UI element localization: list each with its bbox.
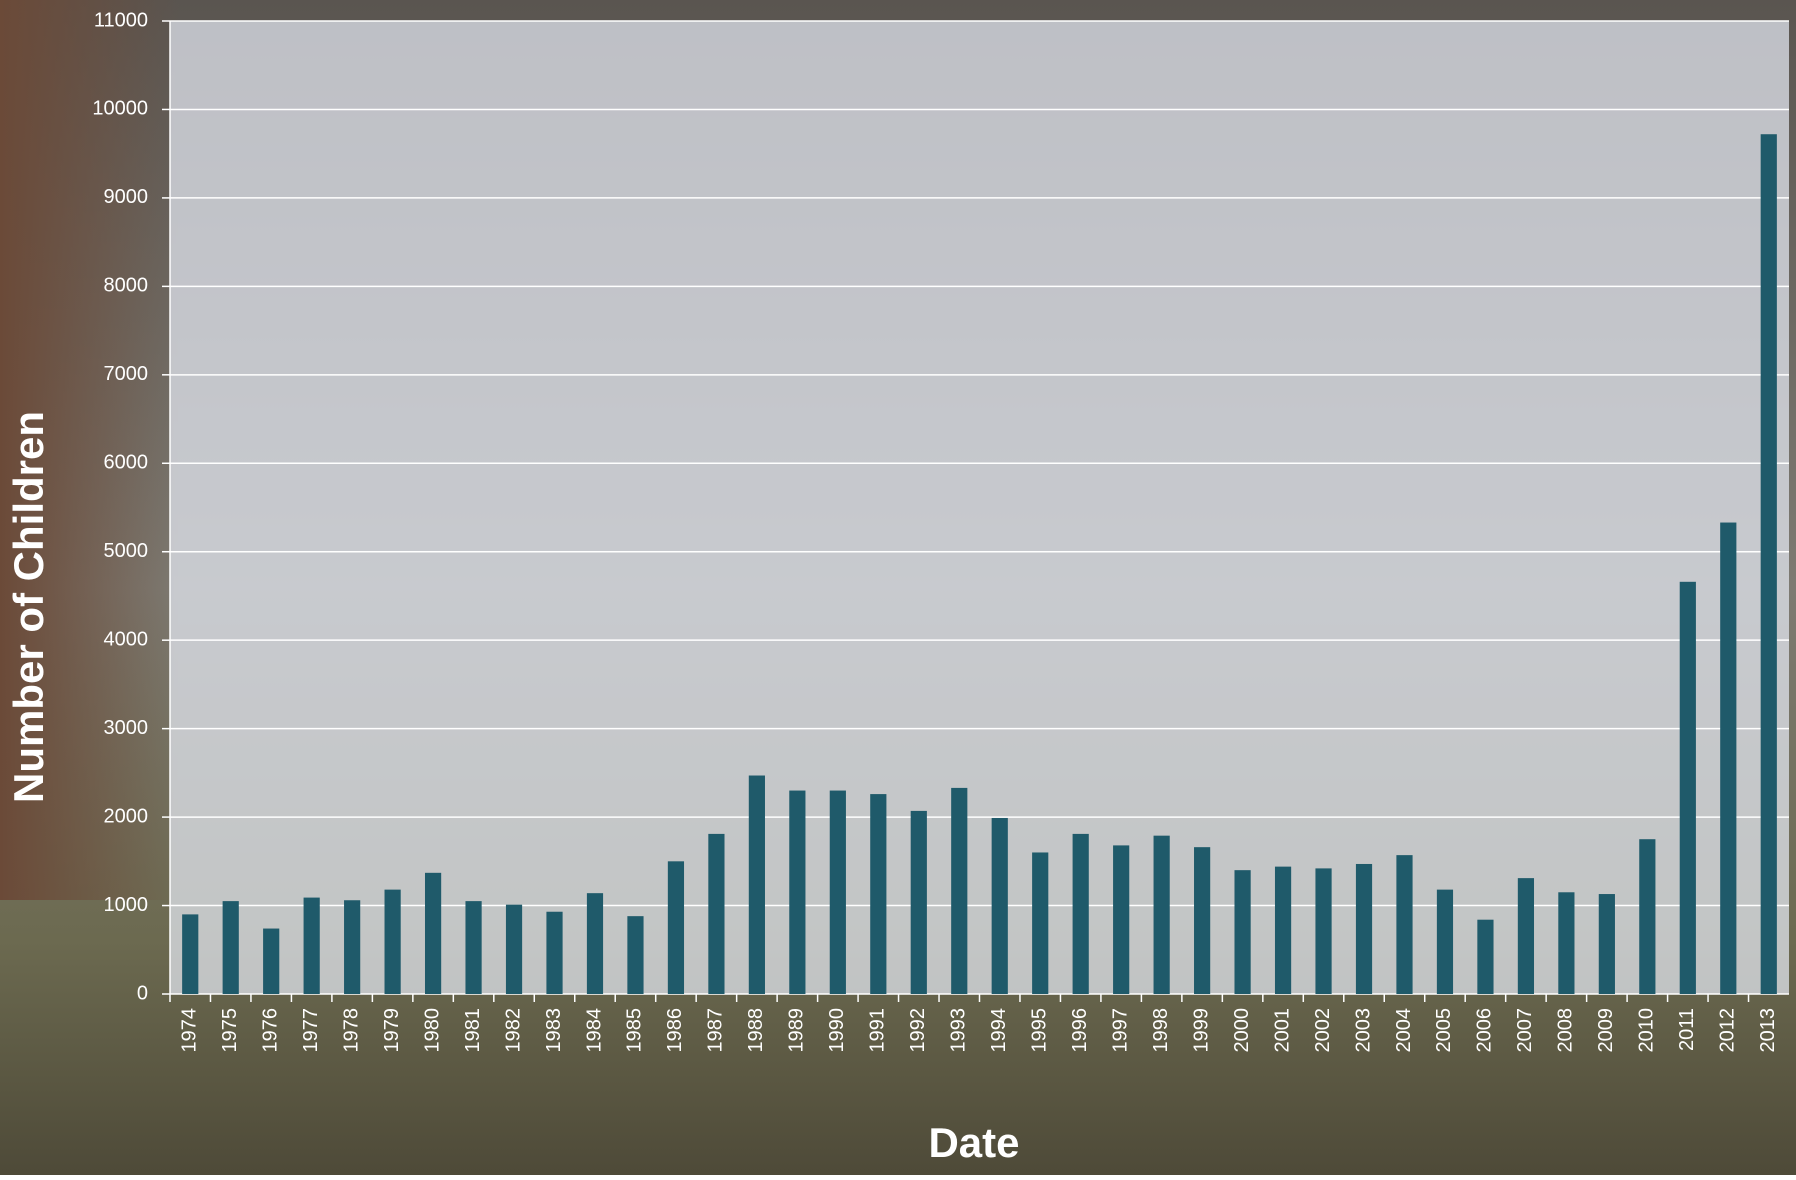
bar [344, 900, 360, 994]
bar [1234, 870, 1250, 994]
x-tick-label: 2004 [1393, 1008, 1415, 1053]
bar [668, 861, 684, 994]
bar [1437, 890, 1453, 994]
x-tick-label: 1989 [786, 1008, 808, 1053]
bar [789, 791, 805, 994]
x-tick-label: 2001 [1271, 1008, 1293, 1053]
x-tick-label: 1980 [421, 1008, 443, 1053]
x-tick-label: 1993 [948, 1008, 970, 1053]
bar [749, 776, 765, 994]
y-tick-label: 2000 [104, 805, 149, 827]
x-tick-label: 2012 [1717, 1008, 1739, 1053]
y-tick-label: 5000 [104, 540, 149, 562]
bar [1356, 864, 1372, 994]
bar [1639, 839, 1655, 994]
x-tick-label: 1999 [1190, 1008, 1212, 1053]
y-tick-label: 9000 [104, 186, 149, 208]
bar [263, 929, 279, 994]
page: {"chart_data": {"type": "bar", "x_label"… [0, 0, 1796, 1175]
x-axis-title: Date [928, 1119, 1019, 1166]
y-tick-label: 6000 [104, 452, 149, 474]
x-tick-label: 1992 [907, 1008, 929, 1053]
chart: Date Number of Children 0 1000 2000 3000 400… [0, 0, 1796, 1175]
y-tick-label: 10000 [92, 98, 148, 120]
plot-area [170, 21, 1789, 994]
x-tick-label: 1978 [340, 1008, 362, 1053]
bar [1477, 920, 1493, 994]
bar [182, 914, 198, 994]
bar [425, 873, 441, 994]
bar [992, 818, 1008, 994]
x-tick-label: 1996 [1069, 1008, 1091, 1053]
bar [1315, 868, 1331, 994]
bar [304, 898, 320, 994]
bar [1680, 582, 1696, 994]
x-tick-label: 2010 [1636, 1008, 1658, 1053]
x-tick-label: 1974 [179, 1008, 201, 1053]
y-tick-label: 11000 [94, 9, 148, 31]
x-tick-label: 1998 [1150, 1008, 1172, 1053]
bar [911, 811, 927, 994]
bar [587, 893, 603, 994]
bar [951, 788, 967, 994]
x-tick-label: 2011 [1676, 1008, 1698, 1051]
x-tick-label: 1983 [543, 1008, 565, 1053]
bar [1599, 894, 1615, 994]
x-tick-label: 1990 [826, 1008, 848, 1053]
x-tick-label: 1985 [624, 1008, 646, 1053]
bar [1154, 836, 1170, 994]
bar [1194, 847, 1210, 994]
x-tick-label: 1984 [583, 1008, 605, 1053]
bar [506, 905, 522, 994]
bar [870, 794, 886, 994]
x-tick-label: 1982 [502, 1008, 524, 1053]
bar [708, 834, 724, 994]
x-tick-label: 1986 [664, 1008, 686, 1053]
x-tick-label: 2002 [1312, 1008, 1334, 1053]
bar [1275, 867, 1291, 994]
bar [223, 901, 239, 994]
x-tick-label: 1991 [867, 1008, 889, 1053]
x-tick-label: 2013 [1757, 1008, 1779, 1053]
x-tick-label: 2000 [1231, 1008, 1253, 1053]
bar [1113, 845, 1129, 994]
y-tick-label: 7000 [104, 363, 149, 385]
x-tick-label: 1981 [462, 1008, 484, 1053]
y-tick-label: 4000 [104, 628, 149, 650]
x-tick-label: 1976 [259, 1008, 281, 1053]
x-tick-label: 2007 [1514, 1008, 1536, 1053]
bar [1396, 855, 1412, 994]
y-tick-label: 8000 [104, 275, 149, 297]
bar [1761, 134, 1777, 994]
bar [546, 912, 562, 994]
bar [1720, 523, 1736, 994]
x-tick-label: 1975 [219, 1008, 241, 1053]
x-tick-label: 1997 [1109, 1008, 1131, 1053]
x-tick-label: 2009 [1595, 1008, 1617, 1053]
x-tick-label: 2003 [1352, 1008, 1374, 1053]
bar [627, 916, 643, 994]
x-tick-label: 1979 [381, 1008, 403, 1053]
x-tick-label: 1995 [1028, 1008, 1050, 1053]
bar [1032, 852, 1048, 994]
y-axis-title: Number of Children [5, 411, 52, 803]
bar [830, 791, 846, 994]
x-tick-label: 2005 [1433, 1008, 1455, 1053]
y-tick-label: 3000 [104, 717, 149, 739]
bar [465, 901, 481, 994]
bar [385, 890, 401, 994]
bar [1558, 892, 1574, 994]
bar [1518, 878, 1534, 994]
x-tick-label: 1987 [705, 1008, 727, 1053]
x-tick-label: 1988 [745, 1008, 767, 1053]
bar [1073, 834, 1089, 994]
y-tick-label: 1000 [104, 894, 149, 916]
x-tick-label: 1977 [300, 1008, 322, 1053]
x-tick-label: 2006 [1474, 1008, 1496, 1053]
x-tick-label: 2008 [1555, 1008, 1577, 1053]
y-tick-label: 0 [137, 982, 148, 1004]
x-tick-label: 1994 [988, 1008, 1010, 1052]
